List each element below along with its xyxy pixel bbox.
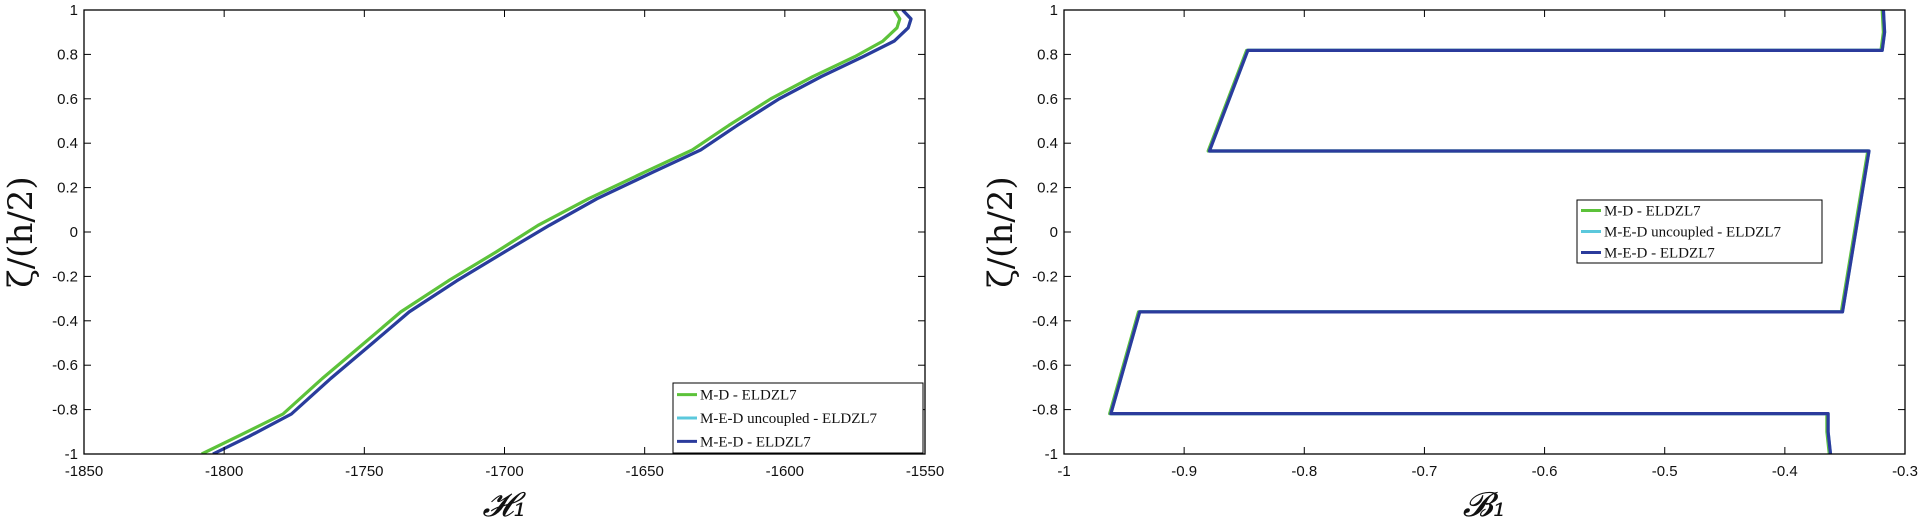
x-tick-label: -1600 [766, 463, 804, 480]
x-tick-label: -0.3 [1892, 463, 1918, 480]
chart-panel-1: -1850 -1800 -1750 -1700 -1650 -1600 -1550 -1 -0.… [1, 2, 944, 525]
x-tick-label: -1850 [65, 463, 103, 480]
y-tick-label: -0.6 [1032, 357, 1058, 374]
y-tick-label: 1 [70, 2, 78, 19]
y-tick-label: 0.6 [57, 91, 78, 108]
y-tick-label: 0 [70, 224, 78, 241]
x-tick-label: -1800 [205, 463, 243, 480]
x-tick-label: -1750 [345, 463, 383, 480]
y-tick-label: -0.8 [1032, 402, 1058, 419]
y-tick-label: -0.2 [1032, 268, 1058, 285]
x-tick-label: -0.9 [1171, 463, 1197, 480]
y-tick-label: 0.8 [1037, 46, 1058, 63]
x-axis-label: 𝓗₁ [482, 485, 526, 525]
legend-label-2: M-E-D uncoupled - ELDZL7 [1604, 225, 1782, 241]
y-tick-label: -1 [65, 446, 78, 463]
y-tick-label: 0 [1050, 224, 1058, 241]
y-tick-label: 0.6 [1037, 91, 1058, 108]
legend-label-3: M-E-D - ELDZL7 [1604, 246, 1715, 262]
y-tick-label: 0.4 [57, 135, 78, 152]
legend-label-3: M-E-D - ELDZL7 [700, 434, 811, 450]
chart-panel-2: -1 -0.9 -0.8 -0.7 -0.6 -0.5 -0.4 -0.3 -1 -0.8 -0.6… [981, 2, 1918, 525]
legend: M-D - ELDZL7 M-E-D uncoupled - ELDZL7 M-E-… [1576, 199, 1823, 264]
legend-label-1: M-D - ELDZL7 [1604, 204, 1701, 220]
legend-label-2: M-E-D uncoupled - ELDZL7 [700, 411, 878, 427]
legend: M-D - ELDZL7 M-E-D uncoupled - ELDZL7 M-E-… [672, 382, 924, 454]
series-line-3 [1109, 10, 1887, 454]
y-tick-label: 0.2 [57, 180, 78, 197]
legend-box [1576, 199, 1823, 264]
y-tick-label: -1 [1045, 446, 1058, 463]
y-axis-label: ζ/(h/2) [1, 176, 41, 287]
y-tick-label: -0.6 [52, 357, 78, 374]
x-tick-label: -0.5 [1652, 463, 1678, 480]
x-tick-label: -1 [1057, 463, 1070, 480]
series-line-1 [200, 10, 902, 454]
y-tick-label: 0.4 [1037, 135, 1058, 152]
y-tick-label: 0.2 [1037, 180, 1058, 197]
x-tick-label: -1550 [906, 463, 944, 480]
x-tick-label: -0.4 [1772, 463, 1798, 480]
x-tick-label: -1650 [625, 463, 663, 480]
y-axis-label: ζ/(h/2) [981, 176, 1021, 287]
x-tick-label: -0.8 [1291, 463, 1317, 480]
x-tick-label: -1700 [485, 463, 523, 480]
y-tick-label: -0.4 [1032, 313, 1058, 330]
x-tick-label: -0.6 [1532, 463, 1558, 480]
y-tick-label: -0.8 [52, 402, 78, 419]
x-axis-label: 𝓑₁ [1463, 485, 1507, 525]
legend-box [672, 382, 924, 454]
legend-label-1: M-D - ELDZL7 [700, 388, 797, 404]
y-tick-label: 1 [1050, 2, 1058, 19]
y-tick-label: 0.8 [57, 46, 78, 63]
series-line-3 [212, 10, 913, 454]
y-tick-label: -0.4 [52, 313, 78, 330]
x-tick-label: -0.7 [1411, 463, 1437, 480]
y-tick-label: -0.2 [52, 268, 78, 285]
